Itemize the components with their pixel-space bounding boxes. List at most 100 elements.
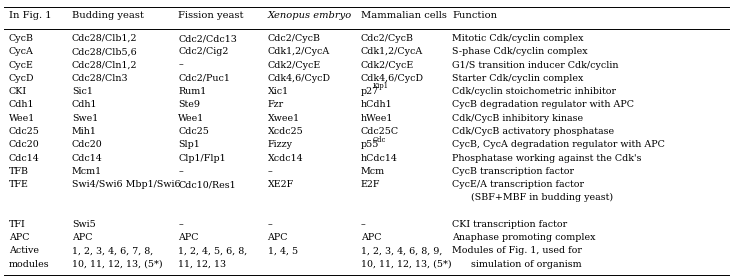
Text: CycE: CycE: [9, 60, 34, 70]
Text: 1, 2, 3, 4, 6, 7, 8,: 1, 2, 3, 4, 6, 7, 8,: [72, 246, 153, 255]
Text: Wee1: Wee1: [178, 114, 205, 123]
Text: Cdc25: Cdc25: [178, 127, 209, 136]
Text: Cdc14: Cdc14: [72, 153, 103, 162]
Text: APC: APC: [9, 233, 29, 242]
Text: Cdc2/CycB: Cdc2/CycB: [268, 34, 320, 43]
Text: APC: APC: [72, 233, 92, 242]
Text: 1, 4, 5: 1, 4, 5: [268, 246, 298, 255]
Text: Cdc2/Puc1: Cdc2/Puc1: [178, 74, 230, 83]
Text: Cdc10/Res1: Cdc10/Res1: [178, 180, 236, 189]
Text: hCdh1: hCdh1: [361, 101, 392, 109]
Text: Xenopus embryo: Xenopus embryo: [268, 11, 352, 20]
Text: E2F: E2F: [361, 180, 380, 189]
Text: Ste9: Ste9: [178, 101, 200, 109]
Text: CycB degradation regulator with APC: CycB degradation regulator with APC: [452, 101, 634, 109]
Text: CKI transcription factor: CKI transcription factor: [452, 220, 567, 229]
Text: Cdk/CycB inhibitory kinase: Cdk/CycB inhibitory kinase: [452, 114, 583, 123]
Text: APC: APC: [361, 233, 381, 242]
Text: APC: APC: [268, 233, 288, 242]
Text: 1, 2, 4, 5, 6, 8,: 1, 2, 4, 5, 6, 8,: [178, 246, 247, 255]
Text: simulation of organism: simulation of organism: [471, 260, 581, 269]
Text: (SBF+MBF in budding yeast): (SBF+MBF in budding yeast): [471, 193, 613, 202]
Text: Active: Active: [9, 246, 39, 255]
Text: CKI: CKI: [9, 87, 27, 96]
Text: TFB: TFB: [9, 167, 29, 176]
Text: 11, 12, 13: 11, 12, 13: [178, 260, 226, 269]
Text: Kip1: Kip1: [372, 83, 388, 90]
Text: Swi5: Swi5: [72, 220, 95, 229]
Text: Cdk2/CycE: Cdk2/CycE: [268, 60, 321, 70]
Text: Cdk1,2/CycA: Cdk1,2/CycA: [361, 47, 423, 56]
Text: Xwee1: Xwee1: [268, 114, 300, 123]
Text: Xcdc25: Xcdc25: [268, 127, 303, 136]
Text: Sic1: Sic1: [72, 87, 92, 96]
Text: –: –: [268, 167, 272, 176]
Text: Rum1: Rum1: [178, 87, 207, 96]
Text: Cdc28/Clb1,2: Cdc28/Clb1,2: [72, 34, 137, 43]
Text: Mitotic Cdk/cyclin complex: Mitotic Cdk/cyclin complex: [452, 34, 583, 43]
Text: Cdc25: Cdc25: [9, 127, 40, 136]
Text: Cdc20: Cdc20: [9, 140, 40, 149]
Text: Cdk/cyclin stoichometric inhibitor: Cdk/cyclin stoichometric inhibitor: [452, 87, 616, 96]
Text: –: –: [178, 167, 183, 176]
Text: 10, 11, 12, 13, (5*): 10, 11, 12, 13, (5*): [72, 260, 163, 269]
Text: CycA: CycA: [9, 47, 34, 56]
Text: p27: p27: [361, 87, 379, 96]
Text: Cdk/CycB activatory phosphatase: Cdk/CycB activatory phosphatase: [452, 127, 614, 136]
Text: CycD: CycD: [9, 74, 34, 83]
Text: Cdc25C: Cdc25C: [361, 127, 399, 136]
Text: Function: Function: [452, 11, 498, 20]
Text: S-phase Cdk/cyclin complex: S-phase Cdk/cyclin complex: [452, 47, 588, 56]
Text: Fzr: Fzr: [268, 101, 284, 109]
Text: Xcdc14: Xcdc14: [268, 153, 303, 162]
Text: Slp1: Slp1: [178, 140, 200, 149]
Text: p55: p55: [361, 140, 379, 149]
Text: In Fig. 1: In Fig. 1: [9, 11, 51, 20]
Text: Cdk2/CycE: Cdk2/CycE: [361, 60, 414, 70]
Text: –: –: [178, 60, 183, 70]
Text: CycB: CycB: [9, 34, 34, 43]
Text: Cdc14: Cdc14: [9, 153, 40, 162]
Text: Modules of Fig. 1, used for: Modules of Fig. 1, used for: [452, 246, 582, 255]
Text: Mammalian cells: Mammalian cells: [361, 11, 446, 20]
Text: Swe1: Swe1: [72, 114, 98, 123]
Text: Clp1/Flp1: Clp1/Flp1: [178, 153, 226, 162]
Text: XE2F: XE2F: [268, 180, 294, 189]
Text: Cdh1: Cdh1: [9, 101, 34, 109]
Text: Cdc28/Cln1,2: Cdc28/Cln1,2: [72, 60, 137, 70]
Text: Cdk4,6/CycD: Cdk4,6/CycD: [361, 74, 424, 83]
Text: Cdc2/CycB: Cdc2/CycB: [361, 34, 413, 43]
Text: Cdk4,6/CycD: Cdk4,6/CycD: [268, 74, 331, 83]
Text: Budding yeast: Budding yeast: [72, 11, 144, 20]
Text: Anaphase promoting complex: Anaphase promoting complex: [452, 233, 596, 242]
Text: Phosphatase working against the Cdk's: Phosphatase working against the Cdk's: [452, 153, 642, 162]
Text: CycE/A transcription factor: CycE/A transcription factor: [452, 180, 584, 189]
Text: Cdc28/Cln3: Cdc28/Cln3: [72, 74, 128, 83]
Text: –: –: [361, 220, 365, 229]
Text: Mcm: Mcm: [361, 167, 385, 176]
Text: –: –: [178, 220, 183, 229]
Text: Starter Cdk/cyclin complex: Starter Cdk/cyclin complex: [452, 74, 583, 83]
Text: G1/S transition inducer Cdk/cyclin: G1/S transition inducer Cdk/cyclin: [452, 60, 619, 70]
Text: Mcm1: Mcm1: [72, 167, 102, 176]
Text: Swi4/Swi6 Mbp1/Swi6: Swi4/Swi6 Mbp1/Swi6: [72, 180, 180, 189]
Text: –: –: [268, 220, 272, 229]
Text: Cdc20: Cdc20: [72, 140, 103, 149]
Text: CycB transcription factor: CycB transcription factor: [452, 167, 574, 176]
Text: hWee1: hWee1: [361, 114, 393, 123]
Text: TFE: TFE: [9, 180, 29, 189]
Text: Xic1: Xic1: [268, 87, 289, 96]
Text: 1, 2, 3, 4, 6, 8, 9,: 1, 2, 3, 4, 6, 8, 9,: [361, 246, 442, 255]
Text: Cdh1: Cdh1: [72, 101, 97, 109]
Text: Cdc: Cdc: [372, 136, 386, 144]
Text: Fission yeast: Fission yeast: [178, 11, 243, 20]
Text: CycB, CycA degradation regulator with APC: CycB, CycA degradation regulator with AP…: [452, 140, 665, 149]
Text: TFI: TFI: [9, 220, 26, 229]
Text: Wee1: Wee1: [9, 114, 35, 123]
Text: Cdc2/Cdc13: Cdc2/Cdc13: [178, 34, 237, 43]
Text: Cdk1,2/CycA: Cdk1,2/CycA: [268, 47, 330, 56]
Text: Fizzy: Fizzy: [268, 140, 292, 149]
Text: modules: modules: [9, 260, 49, 269]
Text: hCdc14: hCdc14: [361, 153, 397, 162]
Text: Cdc2/Cig2: Cdc2/Cig2: [178, 47, 229, 56]
